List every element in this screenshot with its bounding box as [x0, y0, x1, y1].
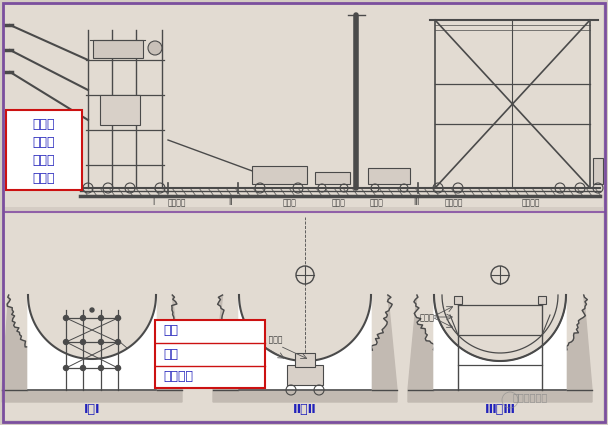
Bar	[6, 110, 82, 190]
Text: 开挖工: 开挖工	[33, 136, 55, 148]
Circle shape	[80, 366, 86, 371]
Circle shape	[98, 340, 103, 345]
Text: Ⅰ: Ⅰ	[152, 198, 154, 207]
Text: Ⅱ－Ⅱ: Ⅱ－Ⅱ	[293, 403, 317, 416]
Polygon shape	[408, 295, 592, 402]
Text: 电瓶车: 电瓶车	[370, 198, 384, 207]
Bar	[368, 168, 410, 184]
Bar	[315, 172, 350, 184]
Circle shape	[63, 340, 69, 345]
Bar	[252, 166, 307, 184]
Bar	[287, 365, 323, 385]
Circle shape	[116, 340, 120, 345]
Text: 模筑衬砌: 模筑衬砌	[163, 371, 193, 383]
Circle shape	[90, 308, 94, 312]
Bar	[5, 5, 603, 207]
Polygon shape	[434, 295, 566, 390]
Circle shape	[116, 366, 120, 371]
Circle shape	[63, 315, 69, 320]
Polygon shape	[213, 295, 397, 402]
Text: 开挖: 开挖	[163, 325, 178, 337]
Circle shape	[98, 315, 103, 320]
Circle shape	[98, 366, 103, 371]
Text: 喷锚: 喷锚	[163, 348, 178, 360]
Bar	[100, 95, 140, 125]
Bar	[155, 320, 265, 388]
Bar	[5, 212, 603, 420]
Bar	[93, 40, 143, 58]
Bar	[295, 353, 315, 367]
Text: 喷碴机  装碴机: 喷碴机 装碴机	[250, 335, 283, 344]
Circle shape	[148, 41, 162, 55]
Text: 备布置: 备布置	[33, 172, 55, 184]
Circle shape	[80, 340, 86, 345]
Circle shape	[116, 315, 120, 320]
Text: 通风管: 通风管	[332, 198, 346, 207]
Bar	[538, 296, 546, 304]
Polygon shape	[239, 295, 371, 390]
Text: 装碴机: 装碴机	[283, 198, 297, 207]
Bar	[454, 296, 462, 304]
Text: 钻孔台车: 钻孔台车	[168, 198, 187, 207]
Text: 模板台车: 模板台车	[445, 198, 463, 207]
Text: 作面设: 作面设	[33, 153, 55, 167]
Text: 千斤顶: 千斤顶	[420, 313, 435, 322]
Text: Ⅲ－Ⅲ: Ⅲ－Ⅲ	[485, 403, 516, 416]
Text: Ⅰ－Ⅰ: Ⅰ－Ⅰ	[84, 403, 100, 416]
Text: 全断面: 全断面	[33, 117, 55, 130]
Text: Ⅲ: Ⅲ	[413, 198, 418, 207]
Text: 混凝土泵: 混凝土泵	[522, 198, 541, 207]
Text: 筑龙路桥市政: 筑龙路桥市政	[513, 392, 548, 402]
Text: Ⅱ: Ⅱ	[228, 198, 232, 207]
Bar	[593, 158, 603, 184]
Polygon shape	[2, 295, 182, 402]
Circle shape	[63, 366, 69, 371]
Polygon shape	[28, 295, 156, 390]
Circle shape	[80, 315, 86, 320]
